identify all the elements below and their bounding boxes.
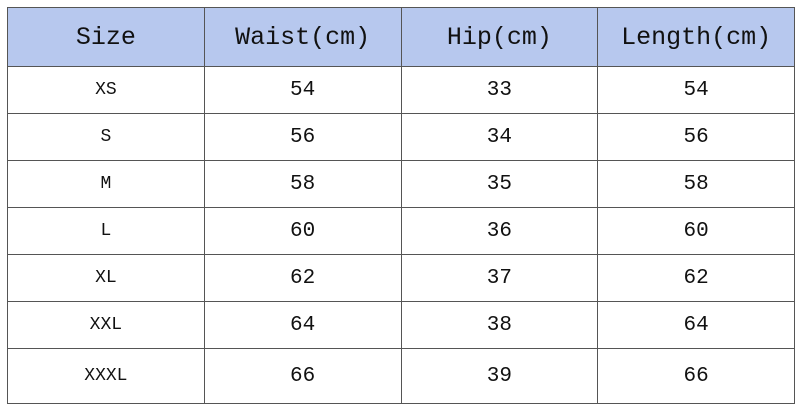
header-cell: Hip(cm): [400, 7, 599, 67]
value-cell: 37: [400, 254, 599, 302]
table-row: S 56 34 56: [7, 113, 795, 161]
value-cell: 54: [597, 66, 795, 114]
value-cell: 64: [597, 301, 795, 349]
value-cell: 60: [597, 207, 795, 255]
table-row: XS 54 33 54: [7, 66, 795, 114]
value-cell: 39: [400, 348, 599, 404]
size-cell: M: [7, 160, 205, 208]
value-cell: 64: [203, 301, 402, 349]
value-cell: 36: [400, 207, 599, 255]
size-cell: XS: [7, 66, 205, 114]
value-cell: 66: [203, 348, 402, 404]
size-cell: S: [7, 113, 205, 161]
header-cell: Length(cm): [597, 7, 795, 67]
value-cell: 56: [597, 113, 795, 161]
value-cell: 62: [203, 254, 402, 302]
value-cell: 62: [597, 254, 795, 302]
table-row: XXL 64 38 64: [7, 301, 795, 349]
table-row: L 60 36 60: [7, 207, 795, 255]
header-cell: Waist(cm): [203, 7, 402, 67]
size-cell: XL: [7, 254, 205, 302]
size-cell: L: [7, 207, 205, 255]
value-cell: 66: [597, 348, 795, 404]
table-header: Size Waist(cm) Hip(cm) Length(cm): [7, 7, 795, 67]
value-cell: 33: [400, 66, 599, 114]
value-cell: 54: [203, 66, 402, 114]
size-cell: XXL: [7, 301, 205, 349]
table-row: XXXL 66 39 66: [7, 348, 795, 404]
value-cell: 58: [203, 160, 402, 208]
size-table: Size Waist(cm) Hip(cm) Length(cm) XS 54 33 54 S…: [7, 7, 795, 404]
value-cell: 58: [597, 160, 795, 208]
value-cell: 60: [203, 207, 402, 255]
value-cell: 38: [400, 301, 599, 349]
value-cell: 35: [400, 160, 599, 208]
table-row: XL 62 37 62: [7, 254, 795, 302]
table-body: XS 54 33 54 S 56 34 56 M 58 35 58 L 60 36 60 XL 62 37 62 XXL…: [7, 66, 795, 404]
header-row: Size Waist(cm) Hip(cm) Length(cm): [7, 7, 795, 67]
value-cell: 56: [203, 113, 402, 161]
size-cell: XXXL: [7, 348, 205, 404]
value-cell: 34: [400, 113, 599, 161]
table-row: M 58 35 58: [7, 160, 795, 208]
header-cell: Size: [7, 7, 205, 67]
